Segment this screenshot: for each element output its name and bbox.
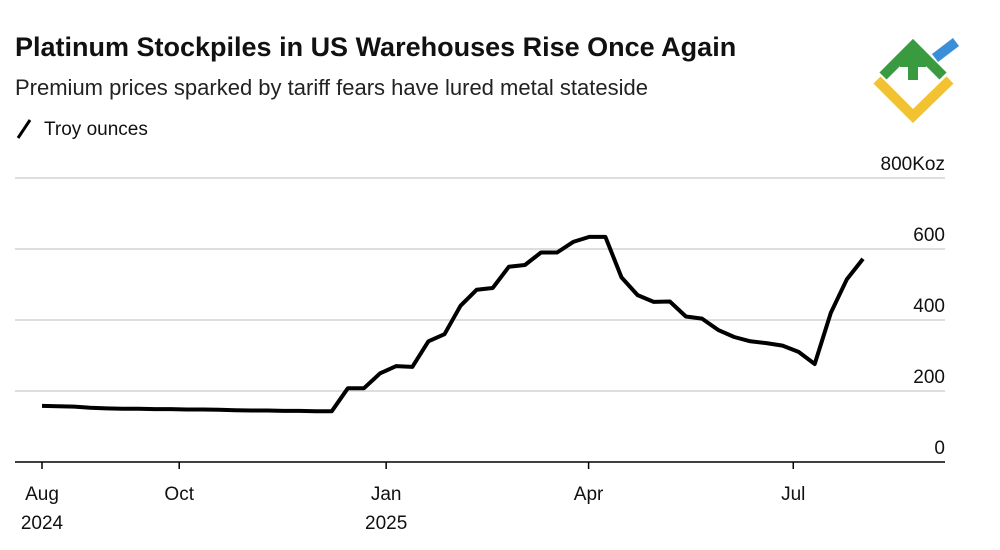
x-tick-label: Aug bbox=[25, 484, 59, 505]
x-tick-label: Jan bbox=[371, 484, 402, 505]
logo bbox=[873, 38, 960, 124]
legend-label: Troy ounces bbox=[44, 119, 148, 140]
chart-title: Platinum Stockpiles in US Warehouses Ris… bbox=[15, 32, 736, 62]
data-line bbox=[41, 234, 865, 414]
y-tick-label: 800Koz bbox=[881, 154, 945, 175]
x-year-label: 2024 bbox=[21, 513, 64, 534]
chart-subtitle: Premium prices sparked by tariff fears h… bbox=[15, 75, 648, 100]
legend-swatch bbox=[16, 119, 32, 139]
x-tick-label: Oct bbox=[164, 484, 194, 505]
y-tick-label: 0 bbox=[934, 438, 945, 459]
x-tick-label: Apr bbox=[574, 484, 604, 505]
x-tick-label: Jul bbox=[781, 484, 805, 505]
x-year-label: 2025 bbox=[365, 513, 407, 534]
y-tick-label: 600 bbox=[913, 225, 945, 246]
y-tick-label: 200 bbox=[913, 367, 945, 388]
y-tick-label: 400 bbox=[913, 296, 945, 317]
